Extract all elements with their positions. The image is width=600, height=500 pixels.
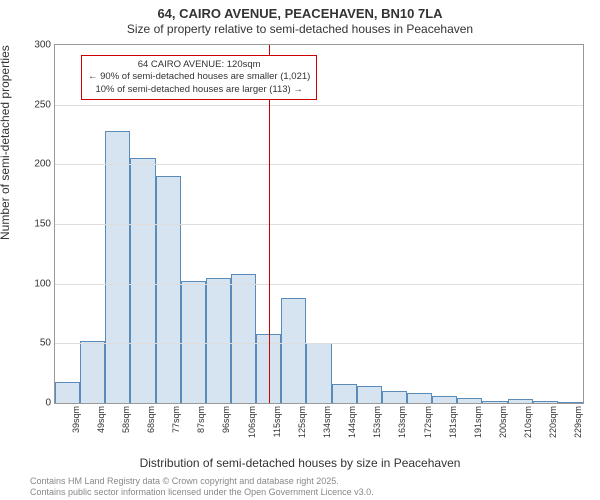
y-axis-label: Number of semi-detached properties [0, 45, 12, 240]
chart-container: 64, CAIRO AVENUE, PEACEHAVEN, BN10 7LA S… [0, 0, 600, 500]
histogram-bar [80, 341, 105, 403]
x-tick-label: 115sqm [272, 406, 282, 437]
annotation-line: ← 90% of semi-detached houses are smalle… [88, 71, 310, 83]
x-tick-label: 210sqm [523, 406, 533, 438]
gridline [55, 164, 583, 165]
x-tick-label: 144sqm [347, 406, 357, 438]
histogram-bar [357, 386, 382, 403]
gridline [55, 105, 583, 106]
y-tick-label: 150 [34, 219, 51, 230]
histogram-bar [382, 391, 407, 403]
x-tick-label: 58sqm [121, 406, 131, 433]
x-tick-label: 39sqm [71, 406, 81, 433]
histogram-bar [181, 281, 206, 403]
histogram-bar [231, 274, 256, 403]
gridline [55, 343, 583, 344]
x-tick-label: 96sqm [221, 406, 231, 433]
y-tick-label: 50 [40, 338, 51, 349]
histogram-bar [332, 384, 357, 403]
histogram-bar [482, 401, 507, 403]
histogram-bar [281, 298, 306, 403]
x-tick-label: 125sqm [297, 406, 307, 438]
y-tick-label: 100 [34, 278, 51, 289]
x-tick-label: 106sqm [247, 406, 257, 438]
footer-line-2: Contains public sector information licen… [30, 487, 374, 497]
x-tick-label: 181sqm [448, 406, 458, 438]
y-tick-label: 200 [34, 159, 51, 170]
x-tick-label: 220sqm [548, 406, 558, 438]
plot-area: 05010015020025030039sqm49sqm58sqm68sqm77… [54, 44, 584, 404]
histogram-bar [407, 393, 432, 403]
x-tick-label: 49sqm [96, 406, 106, 433]
chart-title-2: Size of property relative to semi-detach… [0, 22, 600, 36]
annotation-box: 64 CAIRO AVENUE: 120sqm← 90% of semi-det… [81, 55, 317, 100]
histogram-bar [508, 399, 533, 403]
footer-line-1: Contains HM Land Registry data © Crown c… [30, 476, 339, 486]
x-tick-label: 68sqm [146, 406, 156, 433]
histogram-bar [105, 131, 130, 403]
x-tick-label: 172sqm [423, 406, 433, 438]
gridline [55, 224, 583, 225]
histogram-bar [457, 398, 482, 403]
gridline [55, 284, 583, 285]
histogram-bar [156, 176, 181, 403]
histogram-bar [533, 401, 558, 403]
y-tick-label: 250 [34, 99, 51, 110]
x-tick-label: 87sqm [196, 406, 206, 433]
histogram-bar [206, 278, 231, 403]
x-tick-label: 191sqm [473, 406, 483, 438]
histogram-bar [432, 396, 457, 403]
annotation-line: 64 CAIRO AVENUE: 120sqm [88, 59, 310, 71]
chart-title-1: 64, CAIRO AVENUE, PEACEHAVEN, BN10 7LA [0, 6, 600, 21]
y-tick-label: 300 [34, 40, 51, 51]
y-tick-label: 0 [45, 398, 51, 409]
x-tick-label: 134sqm [322, 406, 332, 438]
annotation-line: 10% of semi-detached houses are larger (… [88, 84, 310, 96]
histogram-bar [130, 158, 155, 403]
x-tick-label: 163sqm [397, 406, 407, 438]
histogram-bar [558, 402, 583, 403]
histogram-bar [306, 343, 331, 403]
x-tick-label: 200sqm [498, 406, 508, 438]
x-axis-label: Distribution of semi-detached houses by … [0, 456, 600, 470]
x-tick-label: 153sqm [372, 406, 382, 438]
x-tick-label: 77sqm [171, 406, 181, 433]
histogram-bar [55, 382, 80, 403]
x-tick-label: 229sqm [573, 406, 583, 438]
